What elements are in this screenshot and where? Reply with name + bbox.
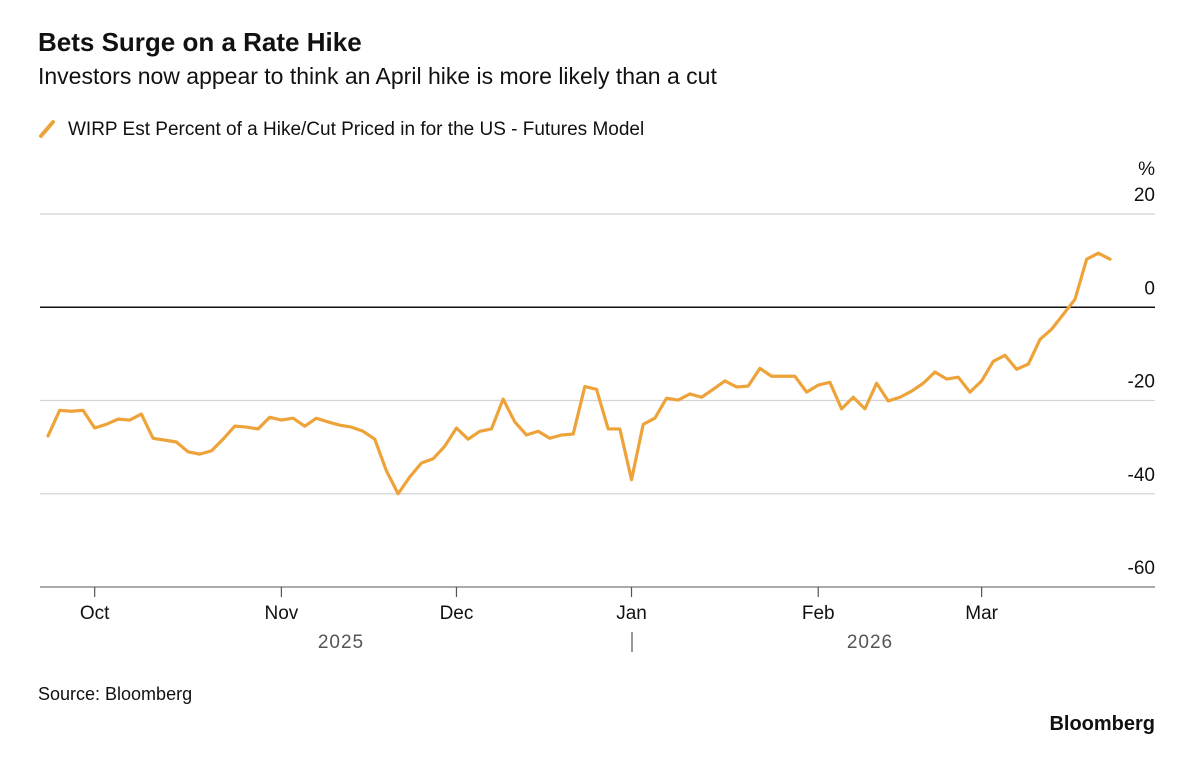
x-tick-label: Feb <box>802 603 835 624</box>
y-tick-label: 20 <box>1134 185 1155 206</box>
chart-title: Bets Surge on a Rate Hike <box>38 27 362 57</box>
legend-swatch <box>39 120 55 138</box>
data-line <box>46 251 1112 496</box>
y-tick-label: 0 <box>1144 278 1155 299</box>
year-label: 2025 <box>318 632 364 653</box>
brand: Bloomberg <box>1049 713 1155 735</box>
x-tick-label: Nov <box>265 603 299 624</box>
legend-label: WIRP Est Percent of a Hike/Cut Priced in… <box>68 119 644 140</box>
y-axis-unit: % <box>1138 159 1155 180</box>
y-tick-label: -60 <box>1128 558 1155 579</box>
source: Source: Bloomberg <box>38 684 192 704</box>
x-tick-label: Oct <box>80 603 110 624</box>
x-tick-label: Mar <box>965 603 998 624</box>
y-tick-label: -20 <box>1128 372 1155 393</box>
x-tick-label: Dec <box>440 603 474 624</box>
y-tick-label: -40 <box>1128 465 1155 486</box>
year-label: 2026 <box>847 632 893 653</box>
x-tick-label: Jan <box>616 603 647 624</box>
chart-subtitle: Investors now appear to think an April h… <box>38 63 717 89</box>
